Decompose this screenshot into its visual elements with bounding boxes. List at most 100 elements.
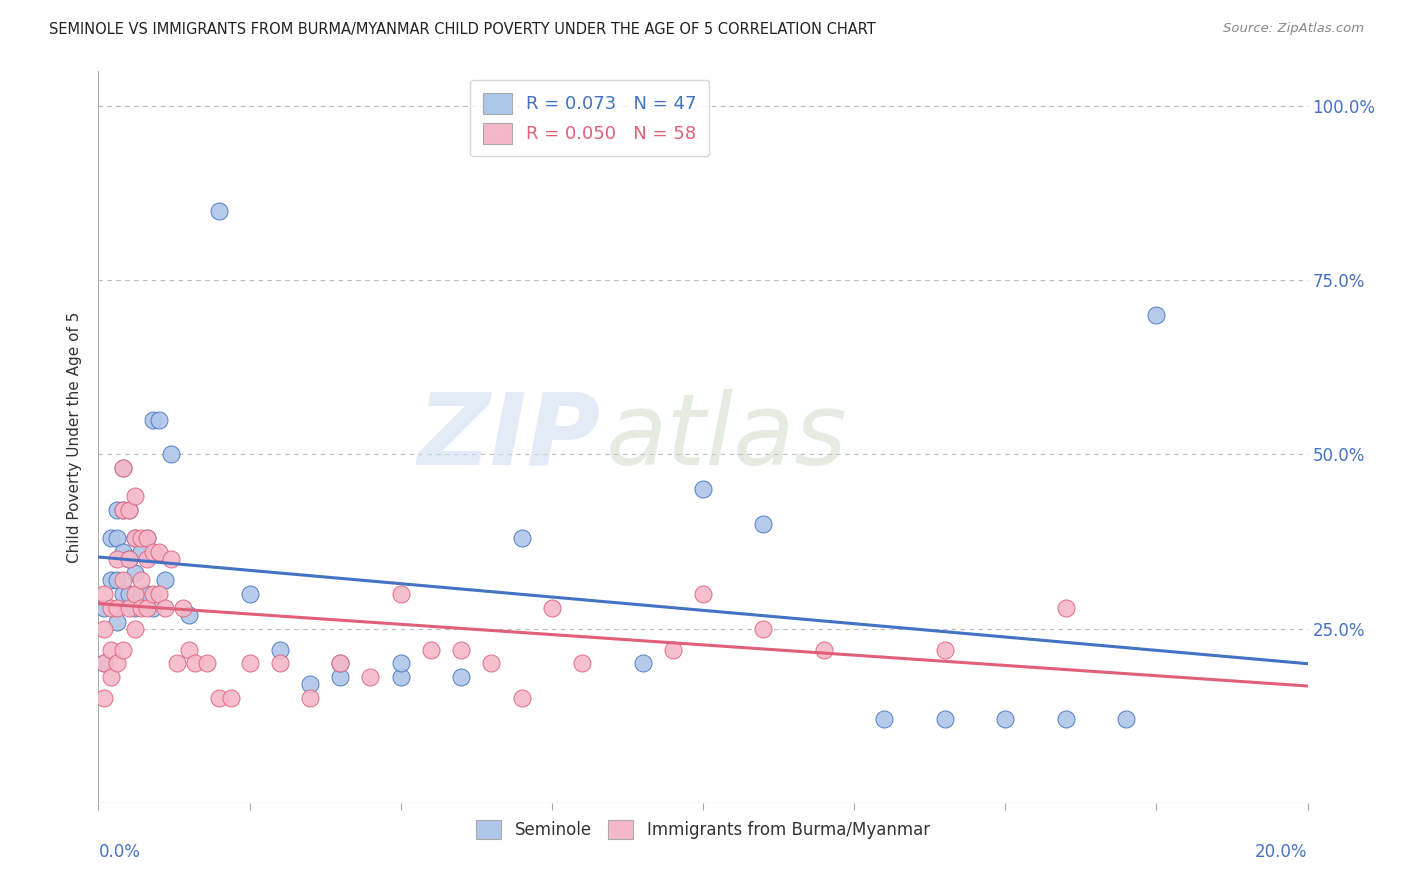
Point bbox=[510, 691, 533, 706]
Point bbox=[148, 412, 170, 426]
Point bbox=[450, 642, 472, 657]
Point bbox=[148, 587, 170, 601]
Point bbox=[135, 552, 157, 566]
Point bbox=[129, 600, 152, 615]
Point bbox=[111, 503, 134, 517]
Point bbox=[179, 607, 201, 622]
Point bbox=[111, 461, 134, 475]
Point bbox=[124, 531, 146, 545]
Point bbox=[105, 531, 128, 545]
Point bbox=[692, 587, 714, 601]
Point bbox=[269, 642, 291, 657]
Point bbox=[93, 600, 115, 615]
Point bbox=[129, 587, 152, 601]
Point bbox=[1115, 712, 1137, 726]
Point bbox=[160, 552, 183, 566]
Point bbox=[184, 657, 207, 671]
Point bbox=[111, 587, 134, 601]
Point bbox=[631, 657, 654, 671]
Point bbox=[329, 657, 352, 671]
Point bbox=[329, 670, 352, 684]
Point bbox=[105, 615, 128, 629]
Point bbox=[111, 545, 134, 559]
Point bbox=[135, 531, 157, 545]
Point bbox=[160, 448, 183, 462]
Point bbox=[93, 657, 115, 671]
Point bbox=[153, 600, 176, 615]
Point bbox=[105, 600, 128, 615]
Point bbox=[105, 552, 128, 566]
Point bbox=[692, 483, 714, 497]
Point bbox=[129, 545, 152, 559]
Text: 0.0%: 0.0% bbox=[98, 843, 141, 861]
Point bbox=[129, 573, 152, 587]
Point bbox=[540, 600, 562, 615]
Point bbox=[360, 670, 382, 684]
Point bbox=[93, 657, 115, 671]
Point bbox=[571, 657, 593, 671]
Point bbox=[100, 573, 122, 587]
Point bbox=[179, 642, 201, 657]
Text: 20.0%: 20.0% bbox=[1256, 843, 1308, 861]
Point bbox=[111, 503, 134, 517]
Y-axis label: Child Poverty Under the Age of 5: Child Poverty Under the Age of 5 bbox=[67, 311, 83, 563]
Point bbox=[124, 489, 146, 503]
Point bbox=[105, 503, 128, 517]
Text: SEMINOLE VS IMMIGRANTS FROM BURMA/MYANMAR CHILD POVERTY UNDER THE AGE OF 5 CORRE: SEMINOLE VS IMMIGRANTS FROM BURMA/MYANMA… bbox=[49, 22, 876, 37]
Point bbox=[195, 657, 218, 671]
Point bbox=[118, 552, 141, 566]
Point bbox=[93, 622, 115, 636]
Point bbox=[100, 600, 122, 615]
Point bbox=[100, 642, 122, 657]
Point bbox=[124, 566, 146, 580]
Point bbox=[172, 600, 194, 615]
Point bbox=[135, 531, 157, 545]
Point bbox=[221, 691, 243, 706]
Point bbox=[124, 622, 146, 636]
Point bbox=[1144, 308, 1167, 322]
Point bbox=[389, 657, 412, 671]
Point bbox=[208, 691, 231, 706]
Point bbox=[100, 670, 122, 684]
Point bbox=[142, 412, 165, 426]
Point bbox=[100, 531, 122, 545]
Point bbox=[389, 587, 412, 601]
Point bbox=[111, 461, 134, 475]
Point bbox=[118, 552, 141, 566]
Point bbox=[166, 657, 188, 671]
Point bbox=[135, 600, 157, 615]
Text: Source: ZipAtlas.com: Source: ZipAtlas.com bbox=[1223, 22, 1364, 36]
Point bbox=[135, 587, 157, 601]
Point bbox=[1054, 600, 1077, 615]
Text: ZIP: ZIP bbox=[418, 389, 600, 485]
Legend: Seminole, Immigrants from Burma/Myanmar: Seminole, Immigrants from Burma/Myanmar bbox=[470, 814, 936, 846]
Point bbox=[481, 657, 503, 671]
Point bbox=[118, 600, 141, 615]
Point bbox=[129, 531, 152, 545]
Point bbox=[661, 642, 683, 657]
Point bbox=[813, 642, 835, 657]
Point bbox=[934, 712, 956, 726]
Point bbox=[208, 203, 231, 218]
Point bbox=[934, 642, 956, 657]
Point bbox=[111, 573, 134, 587]
Point bbox=[118, 503, 141, 517]
Point bbox=[118, 503, 141, 517]
Point bbox=[93, 691, 115, 706]
Point bbox=[111, 642, 134, 657]
Point bbox=[118, 587, 141, 601]
Point bbox=[105, 657, 128, 671]
Point bbox=[450, 670, 472, 684]
Point bbox=[389, 670, 412, 684]
Point bbox=[105, 573, 128, 587]
Text: atlas: atlas bbox=[606, 389, 848, 485]
Point bbox=[153, 573, 176, 587]
Point bbox=[994, 712, 1017, 726]
Point bbox=[420, 642, 443, 657]
Point bbox=[873, 712, 896, 726]
Point bbox=[124, 600, 146, 615]
Point bbox=[329, 657, 352, 671]
Point bbox=[93, 587, 115, 601]
Point bbox=[269, 657, 291, 671]
Point bbox=[239, 657, 262, 671]
